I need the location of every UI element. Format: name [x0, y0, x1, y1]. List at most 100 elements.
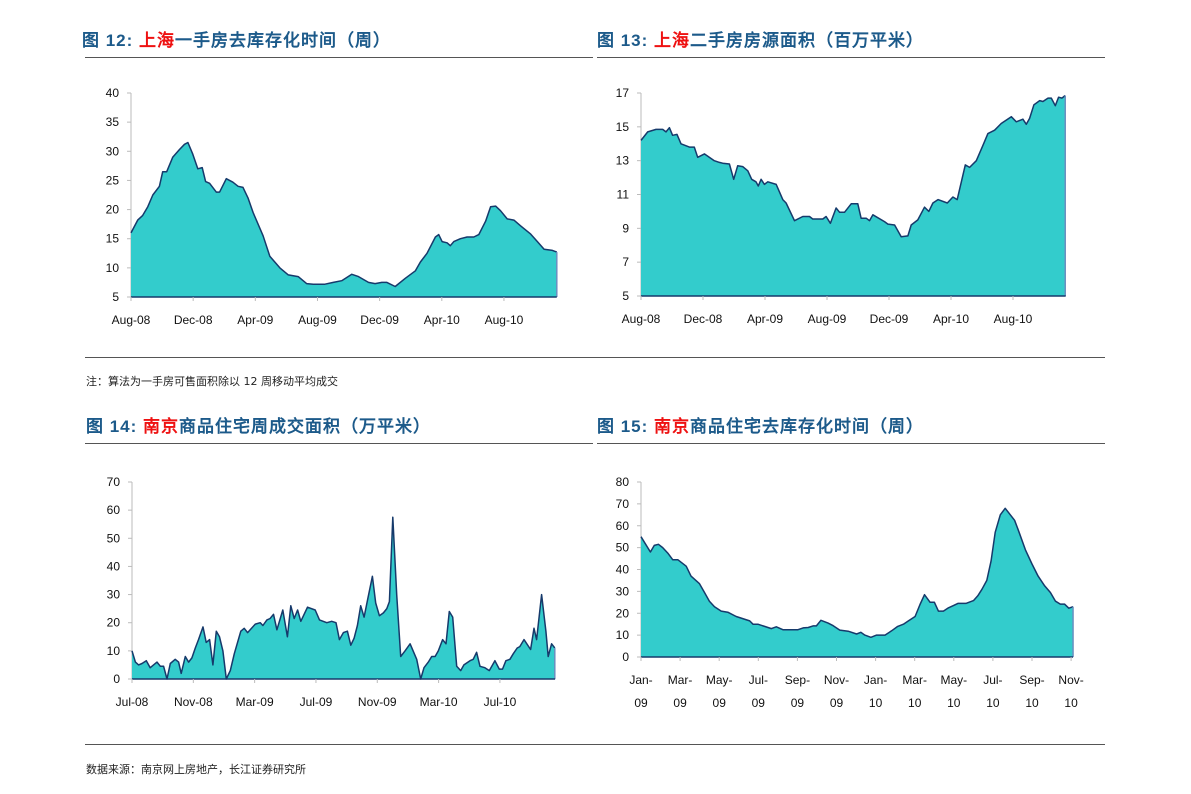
chart-13-x-tick-label: Aug-08 [622, 312, 661, 326]
chart-14-x-tick-label: Nov-09 [358, 695, 397, 709]
chart-15-x-tick-label-year: 10 [947, 696, 961, 710]
chart-12-x-tick-label: Dec-09 [360, 313, 399, 327]
chart-15-y-tick-label: 10 [616, 628, 630, 642]
figure-15-subject: 商品住宅去库存化时间（周） [690, 417, 925, 436]
chart-15-x-tick-label: Jul- [749, 673, 768, 687]
chart-15-x-tick-label-year: 09 [791, 696, 805, 710]
chart-13-y-tick-label: 17 [616, 86, 630, 100]
figure-14-city: 南京 [143, 417, 180, 436]
chart-12-y-tick-label: 5 [112, 290, 119, 304]
chart-15-y-tick-label: 80 [616, 475, 630, 489]
chart-15-x-tick-label-year: 09 [830, 696, 844, 710]
chart-12-y-tick-label: 25 [106, 173, 120, 187]
chart-13-x-tick-label: Aug-09 [808, 312, 847, 326]
chart-15-x-tick-label-year: 10 [986, 696, 1000, 710]
figure-12-city: 上海 [139, 31, 176, 50]
figure-13-subject: 二手房房源面积（百万平米） [690, 31, 925, 50]
chart-12-x-tick-label: Aug-09 [298, 313, 337, 327]
chart-14-y-tick-label: 60 [107, 503, 121, 517]
chart-14-x-tick-label: Mar-10 [420, 695, 458, 709]
chart-15-x-tick-label: Sep- [785, 673, 810, 687]
chart-15-x-tick-label: Jan- [864, 673, 887, 687]
chart-13-y-tick-label: 15 [616, 120, 630, 134]
chart-15-x-tick-label: Mar- [668, 673, 693, 687]
chart-12-x-tick-label: Apr-10 [424, 313, 460, 327]
chart-12-y-tick-label: 40 [106, 86, 120, 100]
figure-15-number: 图 15: [597, 417, 649, 436]
chart-15-x-tick-label: May- [940, 673, 967, 687]
divider-top-section-bottom [85, 357, 1105, 358]
data-source: 数据来源：南京网上房地产，长江证券研究所 [86, 763, 306, 776]
chart-12-x-tick-label: Apr-09 [237, 313, 273, 327]
chart-13-y-tick-label: 9 [622, 221, 629, 235]
chart-12-y-tick-label: 15 [106, 232, 120, 246]
chart-15-x-tick-label: Nov- [1058, 673, 1083, 687]
chart-15-y-tick-label: 50 [616, 541, 630, 555]
figure-15-city: 南京 [654, 417, 691, 436]
divider-fig13 [597, 57, 1105, 58]
chart-14-x-tick-label: Mar-09 [236, 695, 274, 709]
chart-15-x-tick-label-year: 09 [752, 696, 766, 710]
figure-14-number: 图 14: [86, 417, 138, 436]
chart-12-x-tick-label: Aug-08 [112, 313, 151, 327]
chart-14-area [132, 517, 555, 679]
chart-15-x-tick-label-year: 10 [1025, 696, 1039, 710]
chart-13-x-tick-label: Dec-08 [684, 312, 723, 326]
figure-13-number: 图 13: [597, 31, 649, 50]
figure-13-city: 上海 [654, 31, 691, 50]
divider-fig12 [85, 57, 593, 58]
chart-15-x-tick-label-year: 09 [713, 696, 727, 710]
chart-14-y-tick-label: 10 [107, 644, 121, 658]
chart-13-x-tick-label: Apr-10 [933, 312, 969, 326]
chart-14-y-tick-label: 20 [107, 616, 121, 630]
divider-bottom-section-bottom [85, 744, 1105, 745]
figure-12-subject: 一手房去库存化时间（周） [175, 31, 392, 50]
chart-15-x-tick-label-year: 10 [908, 696, 922, 710]
chart-15-x-tick-label: Nov- [824, 673, 849, 687]
chart-15-series-line [640, 507, 1074, 639]
chart-15-x-tick-label: May- [706, 673, 733, 687]
chart-13-x-tick-label: Apr-09 [747, 312, 783, 326]
footnote: 注：算法为一手房可售面积除以 12 周移动平均成交 [86, 375, 338, 388]
chart-15-y-tick-label: 40 [616, 563, 630, 577]
chart-13-y-tick-label: 7 [622, 255, 629, 269]
chart-15-x-tick-label: Jul- [983, 673, 1002, 687]
chart-12-y-tick-label: 20 [106, 203, 120, 217]
divider-fig15 [597, 443, 1105, 444]
chart-13-x-tick-label: Dec-09 [870, 312, 909, 326]
chart-13-series-line [640, 94, 1066, 238]
chart-15-x-tick-label: Jan- [629, 673, 652, 687]
chart-14-y-tick-label: 0 [113, 672, 120, 686]
chart-15-y-tick-label: 60 [616, 519, 630, 533]
chart-15-y-tick-label: 30 [616, 584, 630, 598]
chart-12-series-line [130, 141, 558, 288]
chart-12-x-tick-label: Dec-08 [174, 313, 213, 327]
chart-14-series-line [131, 516, 556, 680]
figure-14-subject: 商品住宅周成交面积（万平米） [179, 417, 432, 436]
chart-13-area [641, 95, 1066, 296]
chart-13-y-tick-label: 13 [616, 154, 630, 168]
chart-15-x-tick-label: Sep- [1019, 673, 1044, 687]
chart-14-y-tick-label: 70 [107, 475, 121, 489]
figure-12-number: 图 12: [82, 31, 134, 50]
chart-14-y-tick-label: 30 [107, 588, 121, 602]
figure-12-title: 图 12: 上海一手房去库存化时间（周） [82, 26, 391, 51]
chart-13-y-tick-label: 11 [617, 188, 630, 202]
chart-14-x-tick-label: Jul-09 [300, 695, 333, 709]
chart-14-x-tick-label: Nov-08 [174, 695, 213, 709]
figure-14-title: 图 14: 南京商品住宅周成交面积（万平米） [86, 412, 431, 437]
chart-15-x-tick-label: Mar- [902, 673, 927, 687]
chart-12-x-tick-label: Aug-10 [485, 313, 524, 327]
chart-13-x-tick-label: Aug-10 [994, 312, 1033, 326]
chart-15-x-tick-label-year: 09 [673, 696, 687, 710]
chart-14-x-tick-label: Jul-08 [116, 695, 149, 709]
chart-15-area [641, 508, 1074, 657]
chart-15-y-tick-label: 70 [616, 497, 630, 511]
chart-14-y-tick-label: 40 [107, 559, 121, 573]
chart-13-y-tick-label: 5 [622, 289, 629, 303]
chart-12-y-tick-label: 35 [106, 115, 120, 129]
chart-15-x-tick-label-year: 09 [634, 696, 648, 710]
chart-14-x-tick-label: Jul-10 [484, 695, 517, 709]
chart-12-y-tick-label: 10 [106, 261, 120, 275]
